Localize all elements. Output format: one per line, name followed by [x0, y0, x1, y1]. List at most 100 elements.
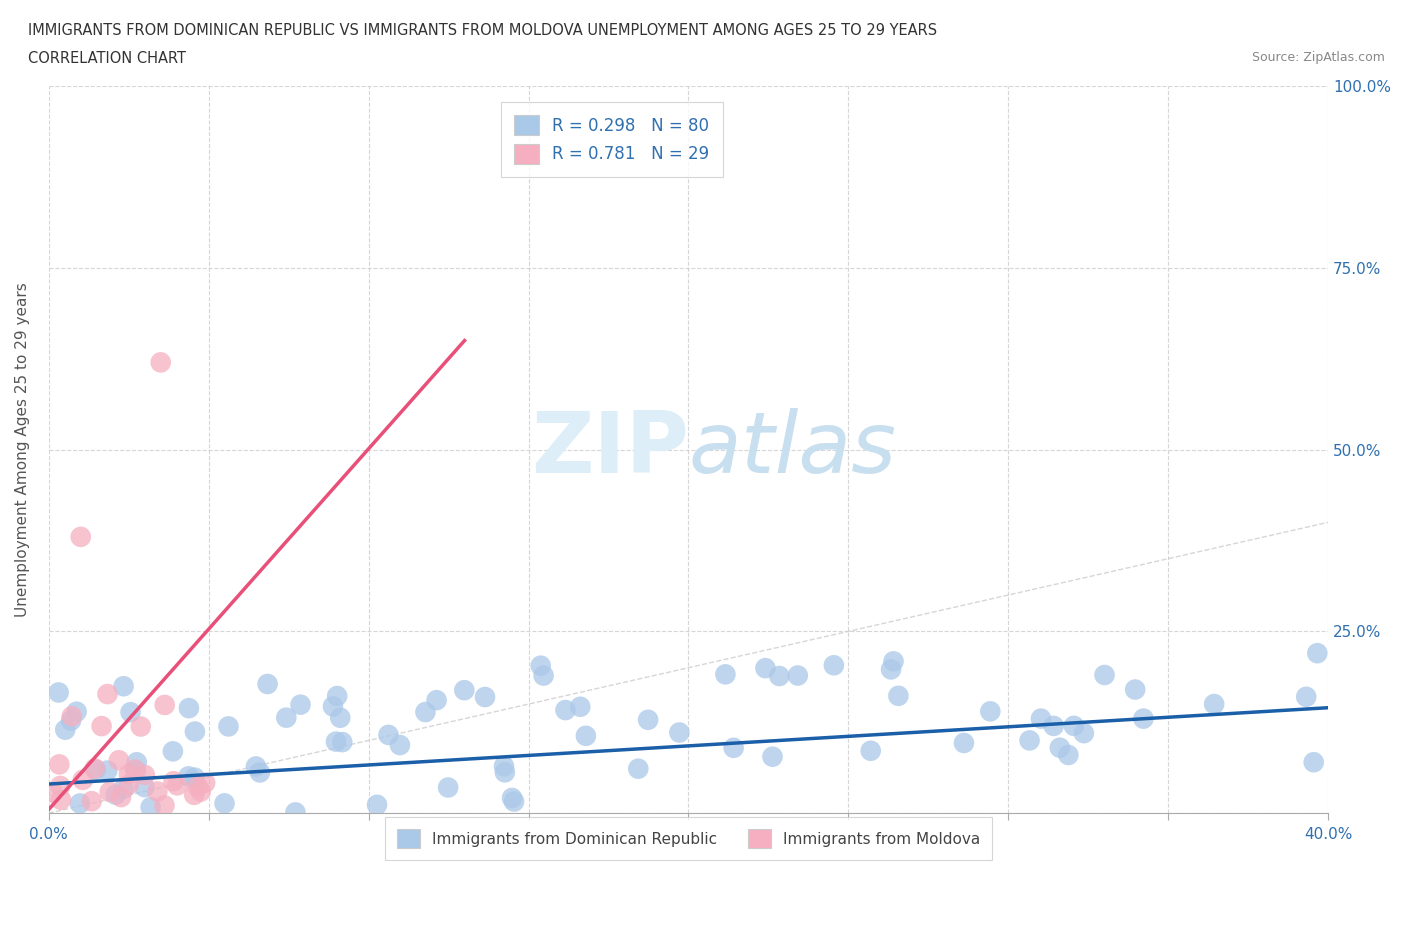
- Point: [112, 781, 135, 796]
- Point: [754, 660, 776, 675]
- Point: [49, 778, 72, 793]
- Point: [42, 785, 65, 800]
- Point: [530, 658, 553, 673]
- Point: [494, 764, 516, 779]
- Point: [953, 736, 976, 751]
- Text: IMMIGRANTS FROM DOMINICAN REPUBLIC VS IMMIGRANTS FROM MOLDOVA UNEMPLOYMENT AMONG: IMMIGRANTS FROM DOMINICAN REPUBLIC VS IM…: [28, 23, 938, 38]
- Point: [979, 704, 1001, 719]
- Point: [569, 699, 592, 714]
- Point: [124, 762, 146, 777]
- Point: [415, 705, 437, 720]
- Point: [139, 800, 162, 815]
- Point: [65, 704, 87, 719]
- Point: [453, 683, 475, 698]
- Point: [98, 784, 121, 799]
- Point: [162, 744, 184, 759]
- Point: [1018, 733, 1040, 748]
- Point: [637, 712, 659, 727]
- Point: [366, 797, 388, 812]
- Point: [533, 668, 555, 683]
- Point: [887, 688, 910, 703]
- Point: [1295, 689, 1317, 704]
- Point: [112, 679, 135, 694]
- Point: [108, 752, 131, 767]
- Point: [474, 689, 496, 704]
- Point: [183, 770, 205, 785]
- Point: [714, 667, 737, 682]
- Point: [60, 709, 83, 724]
- Point: [1029, 711, 1052, 726]
- Point: [249, 765, 271, 780]
- Point: [120, 705, 142, 720]
- Point: [48, 685, 70, 700]
- Point: [329, 711, 352, 725]
- Point: [426, 693, 449, 708]
- Point: [149, 355, 172, 370]
- Point: [1049, 740, 1071, 755]
- Point: [96, 764, 118, 778]
- Point: [322, 699, 344, 714]
- Point: [110, 790, 132, 804]
- Point: [256, 676, 278, 691]
- Point: [554, 703, 576, 718]
- Point: [183, 788, 205, 803]
- Point: [129, 719, 152, 734]
- Point: [1042, 719, 1064, 734]
- Point: [388, 737, 411, 752]
- Point: [627, 762, 650, 777]
- Point: [330, 735, 353, 750]
- Text: Source: ZipAtlas.com: Source: ZipAtlas.com: [1251, 51, 1385, 64]
- Point: [134, 779, 156, 794]
- Point: [786, 668, 808, 683]
- Point: [118, 777, 141, 792]
- Point: [325, 734, 347, 749]
- Point: [1306, 645, 1329, 660]
- Point: [146, 784, 169, 799]
- Point: [187, 779, 209, 794]
- Point: [823, 658, 845, 672]
- Point: [118, 766, 141, 781]
- Point: [575, 728, 598, 743]
- Point: [60, 713, 83, 728]
- Point: [668, 725, 690, 740]
- Point: [69, 796, 91, 811]
- Point: [84, 763, 107, 777]
- Point: [290, 698, 312, 712]
- Point: [125, 755, 148, 770]
- Point: [80, 794, 103, 809]
- Point: [72, 773, 94, 788]
- Point: [184, 724, 207, 739]
- Point: [104, 788, 127, 803]
- Point: [761, 750, 783, 764]
- Point: [1057, 748, 1080, 763]
- Point: [276, 711, 298, 725]
- Point: [1302, 755, 1324, 770]
- Point: [437, 780, 460, 795]
- Point: [83, 761, 105, 776]
- Point: [96, 686, 118, 701]
- Point: [501, 790, 523, 805]
- Point: [194, 776, 217, 790]
- Point: [134, 767, 156, 782]
- Point: [48, 757, 70, 772]
- Point: [166, 777, 188, 792]
- Point: [190, 784, 212, 799]
- Legend: Immigrants from Dominican Republic, Immigrants from Moldova: Immigrants from Dominican Republic, Immi…: [385, 817, 993, 860]
- Text: ZIP: ZIP: [530, 408, 689, 491]
- Text: CORRELATION CHART: CORRELATION CHART: [28, 51, 186, 66]
- Point: [162, 774, 184, 789]
- Point: [177, 700, 200, 715]
- Point: [284, 805, 307, 820]
- Point: [492, 759, 515, 774]
- Y-axis label: Unemployment Among Ages 25 to 29 years: Unemployment Among Ages 25 to 29 years: [15, 282, 30, 617]
- Point: [1063, 719, 1085, 734]
- Point: [153, 798, 176, 813]
- Point: [377, 727, 399, 742]
- Point: [214, 796, 236, 811]
- Point: [859, 743, 882, 758]
- Point: [177, 769, 200, 784]
- Point: [153, 698, 176, 712]
- Point: [49, 792, 72, 807]
- Point: [883, 654, 905, 669]
- Point: [326, 688, 349, 703]
